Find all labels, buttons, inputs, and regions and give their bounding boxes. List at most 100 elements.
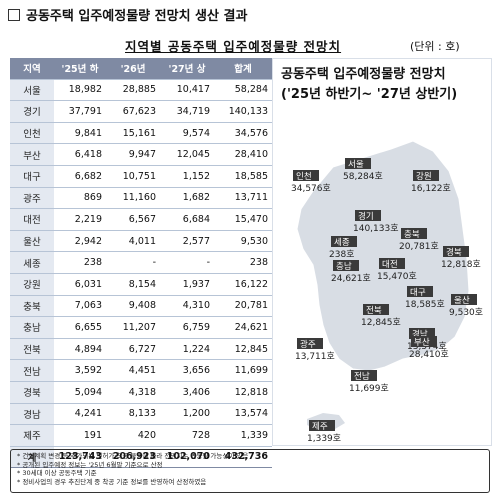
map-label-badge [293,170,319,181]
region-cell: 경남 [10,403,54,426]
value-cell: 11,160 [106,187,160,210]
map-label: 울산9,530호 [449,294,483,318]
value-cell: 6,682 [54,165,106,188]
value-cell: 1,937 [160,273,214,296]
region-cell: 대구 [10,165,54,188]
table-row: 제주 191 420 728 1,339 [10,424,272,447]
value-cell: 20,781 [214,295,272,318]
header-2026: '26년 [106,58,160,80]
map-label-region: 경북 [446,247,462,258]
region-cell: 제주 [10,424,54,447]
value-cell: 18,585 [214,165,272,188]
table-subtitle: 지역별 공동주택 입주예정물량 전망치 [125,36,341,55]
unit-label: (단위 : 호) [410,40,460,53]
region-cell: 전북 [10,338,54,361]
notes-box: * 건설계획 변경 등 추가되는 인허가·착공 물량에 따라 전망치는 변동될 … [10,449,490,493]
value-cell: 420 [106,424,160,447]
total-value-cell: 206,923 [106,445,160,469]
map-label-badge [409,328,435,339]
value-cell: 12,845 [214,338,272,361]
value-cell: 9,408 [106,295,160,318]
region-cell: 부산 [10,143,54,166]
note-line: * 공개된 입주예정 정보는 '25년 6월말 기준으로 산정 [17,460,163,469]
value-cell: 2,219 [54,208,106,231]
value-cell: 2,942 [54,230,106,253]
map-label-region: 전남 [354,371,370,382]
value-cell: 728 [160,424,214,447]
value-cell: 9,574 [160,122,214,145]
map-label-value: 15,470호 [377,271,417,282]
map-label-value: 16,122호 [411,183,451,194]
map-label-value: 12,845호 [361,317,401,328]
value-cell: 58,284 [214,79,272,102]
map-label-badge [411,336,437,347]
region-cell: 충북 [10,295,54,318]
value-cell: 191 [54,424,106,447]
note-line: * 30세대 이상 공동주택 기준 [17,469,97,478]
value-cell: 1,682 [160,187,214,210]
region-cell: 전남 [10,359,54,382]
value-cell: 6,418 [54,143,106,166]
value-cell: 16,122 [214,273,272,296]
table-row: 부산 6,418 9,947 12,045 28,410 [10,143,272,166]
value-cell: 3,406 [160,381,214,404]
note-line: * 정비사업의 경우 추진단계 중 착공 기준 정보를 반영하여 산정하였음 [17,477,207,486]
map-label: 제주1,339호 [307,420,341,444]
value-cell: - [106,251,160,274]
map-title: 공동주택 입주예정물량 전망치 ('25년 하반기~ '27년 상반기) [281,65,457,105]
map-label-badge [355,210,381,221]
map-label-badge [331,236,357,247]
value-cell: 6,727 [106,338,160,361]
value-cell: 1,200 [160,403,214,426]
map-label-region: 전북 [366,305,382,316]
value-cell: 6,684 [160,208,214,231]
table-row: 서울 18,982 28,885 10,417 58,284 [10,79,272,102]
map-label-region: 대전 [382,259,398,270]
map-label-value: 1,339호 [307,433,341,444]
map-label-badge [379,258,405,269]
map-label-badge [401,228,427,239]
header-region: 지역 [10,58,54,80]
value-cell: 9,841 [54,122,106,145]
region-cell: 세종 [10,251,54,274]
value-cell: 4,241 [54,403,106,426]
value-cell: 4,451 [106,359,160,382]
region-cell: 대전 [10,208,54,231]
map-title-line2: ('25년 하반기~ '27년 상반기) [281,87,458,102]
map-label-region: 부산 [414,337,430,348]
value-cell: 11,207 [106,316,160,339]
value-cell: 13,711 [214,187,272,210]
note-line: * 건설계획 변경 등 추가되는 인허가·착공 물량에 따라 전망치는 변동될 … [17,452,249,460]
value-cell: 238 [214,251,272,274]
value-cell: 8,133 [106,403,160,426]
map-label-value: 12,818호 [441,259,481,270]
region-cell: 강원 [10,273,54,296]
map-label-region: 서울 [348,160,364,170]
map-label-region: 충남 [336,262,352,272]
value-cell: 9,530 [214,230,272,253]
value-cell: 4,894 [54,338,106,361]
map-label-value: 238호 [329,249,354,260]
value-cell: 8,154 [106,273,160,296]
korea-map: 서울58,284호인천34,576호강원16,122호경기140,133호충북2… [291,140,483,444]
map-label-region: 제주 [312,422,328,432]
value-cell: 6,031 [54,273,106,296]
region-cell: 경기 [10,100,54,123]
map-label-badge [297,338,323,349]
region-cell: 광주 [10,187,54,210]
map-label-badge [309,420,335,431]
forecast-table: 지역 '25년 하 '26년 '27년 상 합계 서울 18,982 28,885 1… [10,58,272,469]
value-cell: 12,818 [214,381,272,404]
table-header-row: 지역 '25년 하 '26년 '27년 상 합계 [10,58,272,80]
table-subtitle-text: 지역별 공동주택 입주예정물량 전망치 [125,39,342,54]
table-row: 충북 7,063 9,408 4,310 20,781 [10,295,272,318]
map-label-region: 울산 [454,295,470,306]
value-cell: 34,576 [214,122,272,145]
map-label-badge [345,158,371,169]
